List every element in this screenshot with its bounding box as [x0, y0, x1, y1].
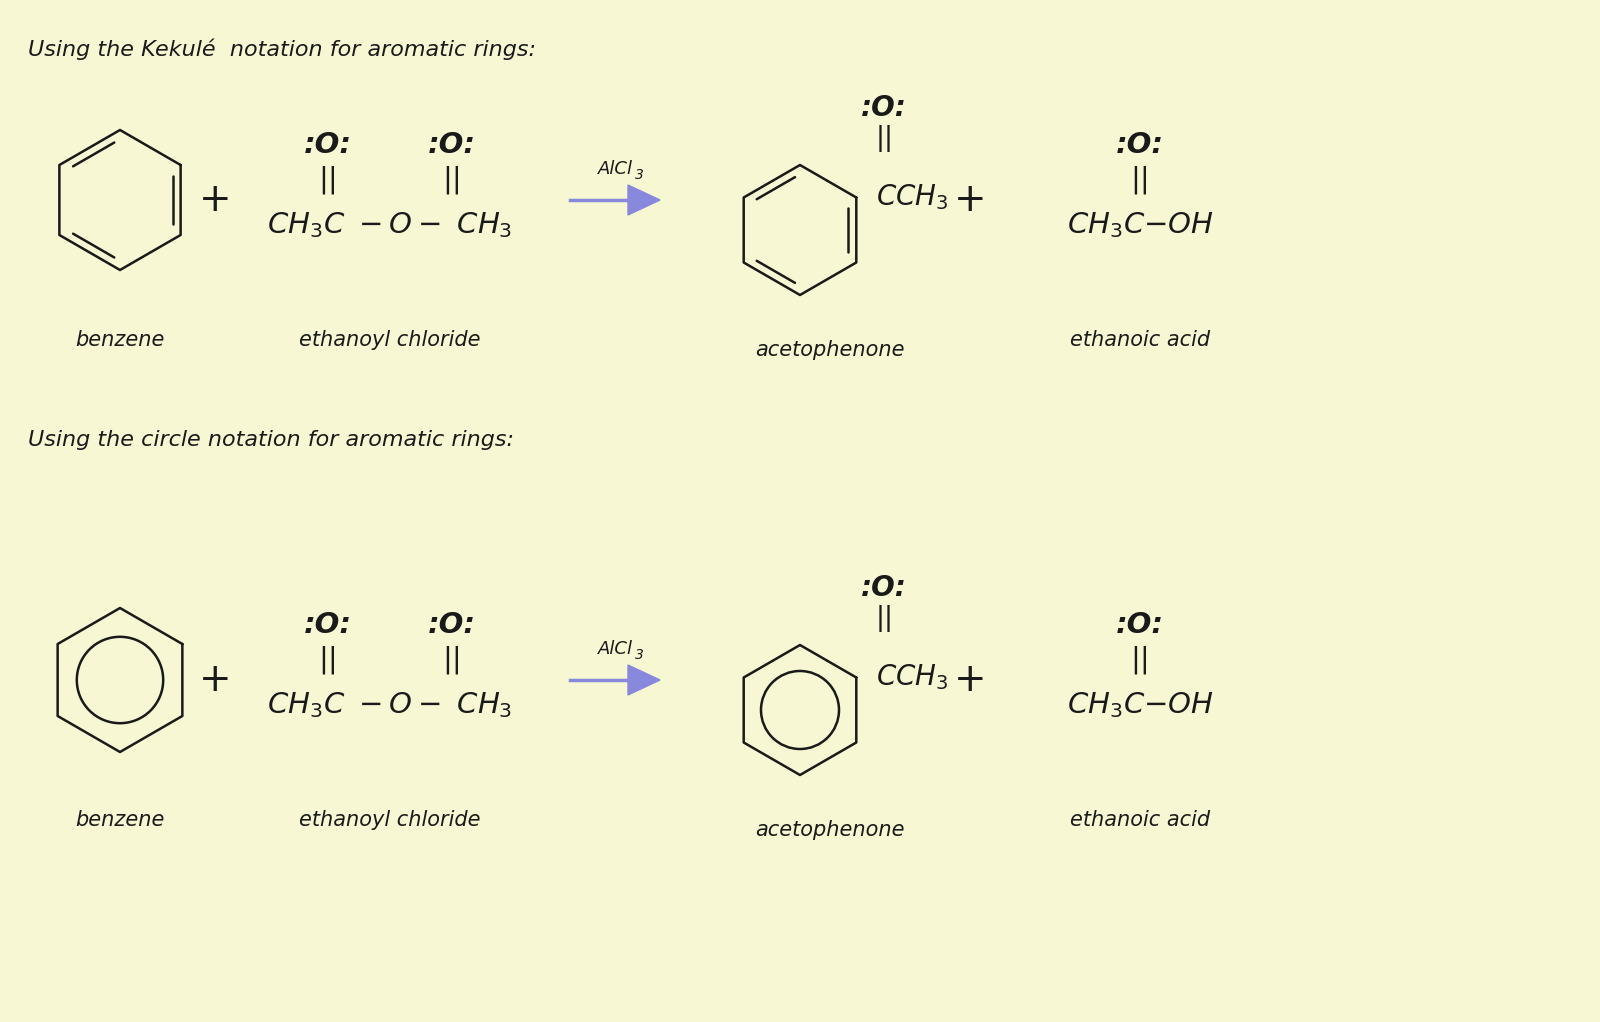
Text: :O:: :O:: [1117, 131, 1165, 159]
Text: ethanoyl chloride: ethanoyl chloride: [299, 810, 480, 830]
Text: benzene: benzene: [75, 330, 165, 350]
Text: :O:: :O:: [429, 611, 477, 639]
Text: $\mathit{CH_3C}$$\mathit{\ -O-\ }$$\mathit{CH_3}$: $\mathit{CH_3C}$$\mathit{\ -O-\ }$$\math…: [267, 211, 512, 240]
Text: ||: ||: [318, 646, 338, 675]
Text: ||: ||: [442, 646, 462, 675]
Text: $\mathit{CH_3C}$$\mathit{\ -O-\ }$$\mathit{CH_3}$: $\mathit{CH_3C}$$\mathit{\ -O-\ }$$\math…: [267, 690, 512, 719]
Text: :O:: :O:: [861, 93, 907, 122]
Text: ||: ||: [875, 605, 893, 632]
Text: +: +: [198, 661, 232, 699]
Text: :O:: :O:: [1117, 611, 1165, 639]
Text: acetophenone: acetophenone: [755, 340, 904, 360]
Text: +: +: [954, 661, 986, 699]
Text: $\mathit{CCH_3}$: $\mathit{CCH_3}$: [877, 183, 949, 213]
Text: ethanoic acid: ethanoic acid: [1070, 810, 1210, 830]
Text: $\mathit{CH_3C}$$\mathit{-OH}$: $\mathit{CH_3C}$$\mathit{-OH}$: [1067, 690, 1213, 719]
Text: $\mathit{CCH_3}$: $\mathit{CCH_3}$: [877, 662, 949, 692]
Text: :O:: :O:: [304, 611, 352, 639]
Text: :O:: :O:: [429, 131, 477, 159]
Polygon shape: [627, 665, 661, 695]
Text: acetophenone: acetophenone: [755, 820, 904, 840]
Text: benzene: benzene: [75, 810, 165, 830]
Text: AlCl: AlCl: [597, 160, 632, 178]
Text: ||: ||: [1130, 166, 1150, 194]
Text: ||: ||: [1130, 646, 1150, 675]
Text: +: +: [198, 181, 232, 219]
Text: ||: ||: [875, 125, 893, 152]
Text: ethanoic acid: ethanoic acid: [1070, 330, 1210, 350]
Text: :O:: :O:: [861, 573, 907, 602]
Text: +: +: [954, 181, 986, 219]
Polygon shape: [627, 185, 661, 215]
Text: AlCl: AlCl: [597, 640, 632, 658]
Text: Using the circle notation for aromatic rings:: Using the circle notation for aromatic r…: [29, 430, 514, 450]
Text: ||: ||: [442, 166, 462, 194]
Text: 3: 3: [635, 648, 643, 662]
Text: Using the Kekulé  notation for aromatic rings:: Using the Kekulé notation for aromatic r…: [29, 38, 536, 59]
Text: $\mathit{CH_3C}$$\mathit{-OH}$: $\mathit{CH_3C}$$\mathit{-OH}$: [1067, 211, 1213, 240]
Text: ||: ||: [318, 166, 338, 194]
Text: :O:: :O:: [304, 131, 352, 159]
Text: 3: 3: [635, 168, 643, 182]
Text: ethanoyl chloride: ethanoyl chloride: [299, 330, 480, 350]
